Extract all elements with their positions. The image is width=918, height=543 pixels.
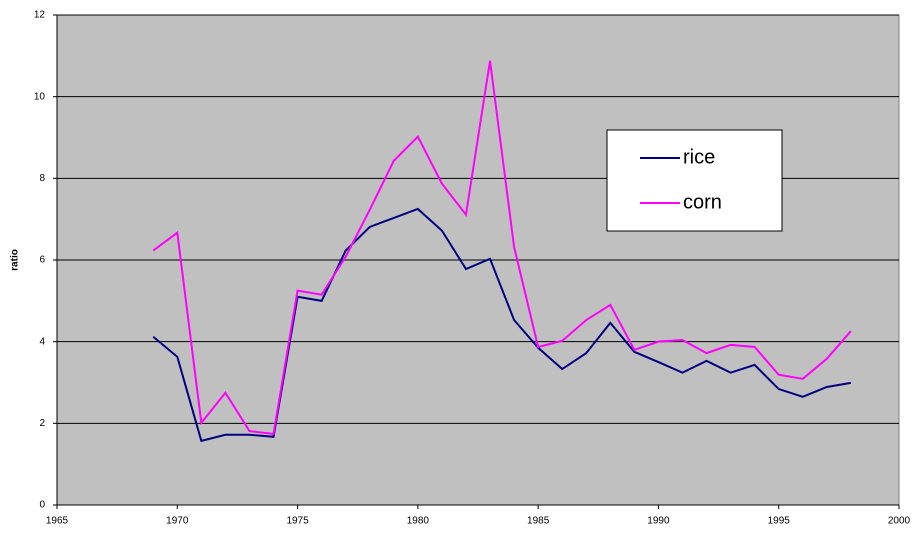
x-tick-label: 1965 [46,516,69,527]
y-axis-label: ratio [10,249,21,271]
legend-label: rice [683,146,715,168]
x-tick-label: 1980 [407,516,430,527]
y-tick-label: 6 [39,255,45,266]
legend-box [606,129,783,232]
data-line [152,60,852,436]
y-tick-label: 4 [39,336,45,347]
y-tick-label: 8 [39,173,45,184]
y-tick-label: 0 [39,500,45,511]
x-tick-label: 1995 [768,516,791,527]
x-tick-label: 1975 [286,516,309,527]
x-tick-label: 1970 [166,516,189,527]
x-tick-label: 2000 [888,516,911,527]
y-tick-label: 2 [39,418,45,429]
y-tick-label: 10 [34,91,46,102]
x-tick-label: 1990 [647,516,670,527]
y-tick-label: 12 [34,10,46,21]
x-tick-label: 1985 [527,516,550,527]
data-line [152,207,852,443]
legend-label: corn [683,191,722,213]
